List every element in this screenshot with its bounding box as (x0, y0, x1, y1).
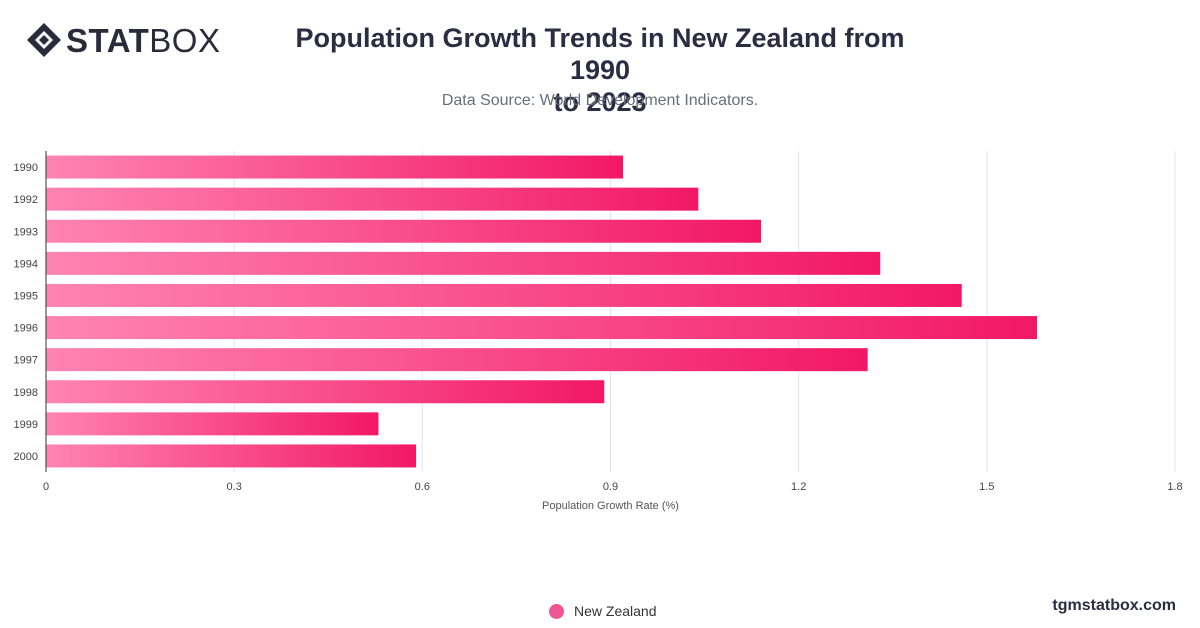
y-tick-label: 1999 (14, 419, 38, 431)
bar-1993[interactable] (46, 219, 762, 243)
watermark: tgmstatbox.com (1052, 597, 1176, 614)
bar-1990[interactable] (46, 155, 624, 179)
y-tick-label: 1992 (14, 194, 38, 206)
legend-label: New Zealand (574, 603, 657, 619)
chart-title-line-1: Population Growth Trends in New Zealand … (295, 23, 905, 85)
legend[interactable]: New Zealand (549, 603, 657, 619)
x-tick-label: 0.6 (415, 481, 430, 493)
bar-1995[interactable] (46, 283, 962, 307)
x-tick-labels: 0 0.3 0.6 0.9 1.2 1.5 1.8 (43, 481, 1183, 493)
y-tick-label: 1993 (14, 226, 38, 238)
x-tick-label: 1.2 (791, 481, 806, 493)
x-tick-label: 0.3 (227, 481, 242, 493)
y-tick-label: 1994 (14, 258, 38, 270)
x-tick-label: 1.8 (1167, 481, 1182, 493)
x-axis-title: Population Growth Rate (%) (542, 500, 679, 512)
bar-1999[interactable] (46, 412, 379, 436)
logo-text-bold: STAT (66, 21, 150, 59)
diamond-logo-icon (27, 23, 61, 57)
chart-title: Population Growth Trends in New Zealand … (270, 22, 930, 118)
bar-2000[interactable] (46, 444, 417, 468)
bars (46, 155, 1038, 468)
bar-1992[interactable] (46, 187, 699, 211)
bar-1998[interactable] (46, 380, 605, 404)
y-tick-label: 1997 (14, 355, 38, 367)
chart-subtitle: Data Source: World Development Indicator… (441, 92, 759, 109)
y-tick-label: 1995 (14, 290, 38, 302)
bar-1994[interactable] (46, 251, 881, 275)
logo-text-light: BOX (149, 21, 221, 59)
y-tick-label: 1990 (14, 162, 38, 174)
y-tick-label: 1996 (14, 323, 38, 335)
y-tick-label: 1998 (14, 387, 38, 399)
y-tick-labels: 1990 1992 1993 1994 1995 1996 1997 1998 1999 2000 (14, 162, 38, 463)
x-tick-label: 1.5 (979, 481, 994, 493)
legend-marker (549, 603, 564, 619)
bar-1996[interactable] (46, 316, 1038, 340)
x-tick-label: 0 (43, 481, 49, 493)
y-tick-label: 2000 (14, 451, 38, 463)
bar-1997[interactable] (46, 348, 868, 372)
x-tick-label: 0.9 (603, 481, 618, 493)
chart-title-line-2: to 2023 (553, 87, 647, 117)
logo-wordmark: STATBOX (66, 24, 220, 57)
statbox-logo: STATBOX (26, 22, 220, 58)
